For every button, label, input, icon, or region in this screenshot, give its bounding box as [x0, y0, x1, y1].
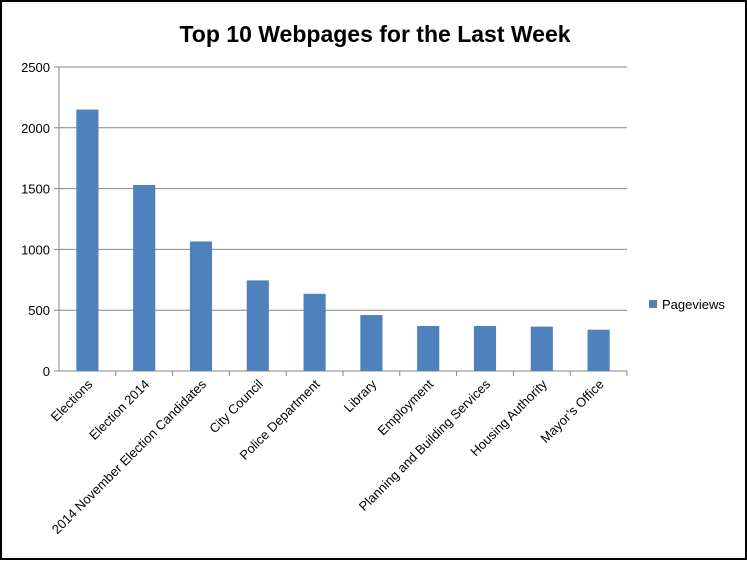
bar-7	[473, 326, 497, 371]
legend: Pageviews	[649, 297, 725, 312]
chart-title: Top 10 Webpages for the Last Week	[179, 21, 570, 47]
bars	[76, 109, 610, 371]
y-tick-label-0: 0	[43, 364, 50, 379]
bar-1	[133, 184, 156, 371]
bar-0	[76, 109, 99, 371]
bar-3	[246, 280, 269, 371]
x-tick-label-5: Library	[341, 376, 380, 415]
y-tick-label-2000: 2000	[21, 121, 50, 136]
x-tick-label-3: City Council	[206, 376, 266, 436]
bar-2	[189, 241, 213, 371]
x-tick-label-0: Elections	[48, 376, 96, 424]
y-tick-label-1000: 1000	[21, 242, 50, 257]
bar-9	[587, 329, 610, 371]
bar-5	[360, 315, 383, 371]
y-tick-label-500: 500	[28, 303, 50, 318]
bar-6	[417, 326, 440, 371]
y-tick-labels: 0 500 1000 1500 2000 2500	[21, 60, 50, 379]
legend-label-pageviews: Pageviews	[662, 297, 725, 312]
y-tick-label-2500: 2500	[21, 60, 50, 75]
bar-8	[530, 326, 553, 371]
x-tick-label-6: Employment	[375, 376, 437, 438]
y-tick-label-1500: 1500	[21, 182, 50, 197]
bar-4	[303, 293, 326, 371]
legend-swatch-pageviews	[649, 300, 657, 308]
